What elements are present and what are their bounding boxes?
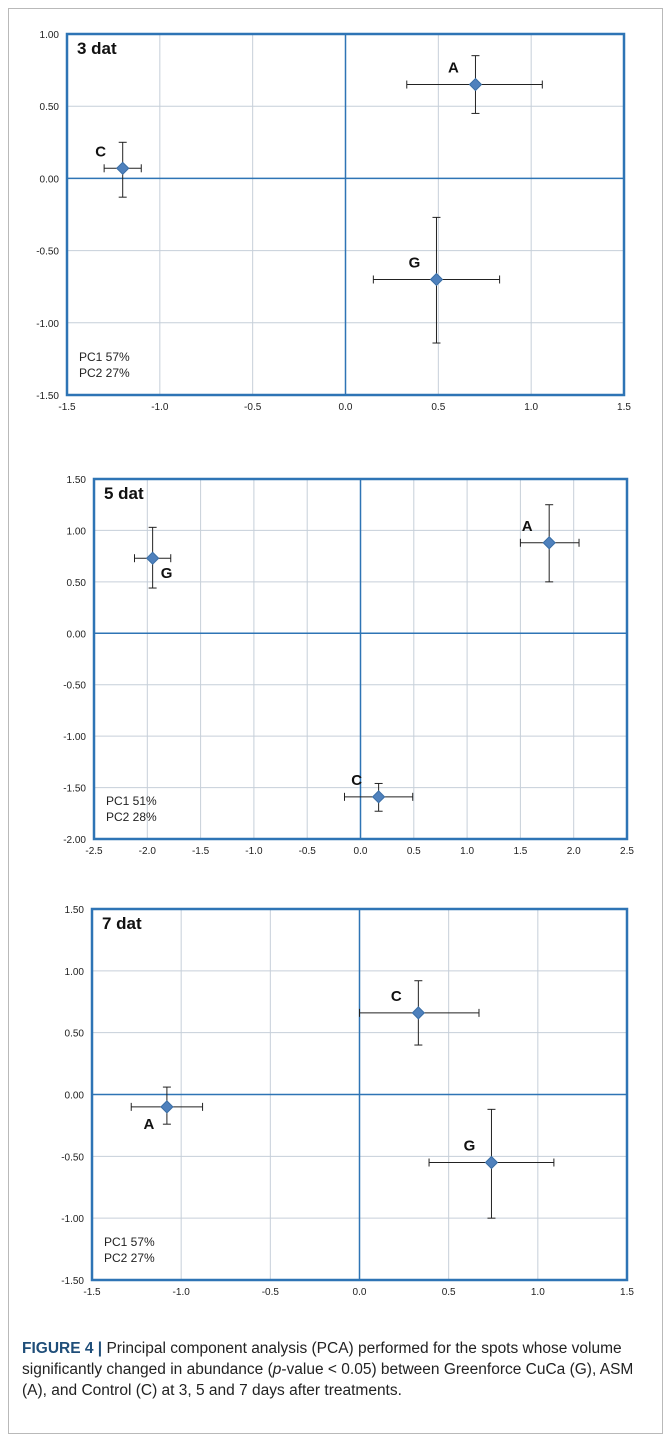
x-tick-label: 2.5 <box>620 846 634 857</box>
data-point-a <box>542 536 556 550</box>
x-tick-label: 0.5 <box>407 846 421 857</box>
x-tick-label: -1.0 <box>173 1287 191 1298</box>
data-point-g <box>145 551 160 565</box>
y-tick-label: 0.50 <box>65 1029 85 1040</box>
caption-italic: p <box>272 1361 282 1378</box>
y-tick-label: 0.50 <box>40 102 60 113</box>
point-label: C <box>351 772 362 789</box>
data-point-c <box>371 790 386 804</box>
x-tick-label: 1.5 <box>620 1287 634 1298</box>
plot-frame <box>90 907 629 1282</box>
point-label: A <box>448 60 459 77</box>
y-tick-label: 0.00 <box>65 1091 85 1102</box>
pc-variance-label: PC2 27% <box>104 1251 155 1265</box>
x-tick-label: -1.5 <box>58 402 76 413</box>
y-tick-label: -0.50 <box>63 681 86 692</box>
x-tick-label: -1.5 <box>192 846 210 857</box>
y-tick-label: -1.50 <box>36 391 59 402</box>
y-tick-label: 1.00 <box>65 967 85 978</box>
y-tick-label: 0.50 <box>67 578 87 589</box>
pca-plot-3dat: -1.5 -1.0 -0.5 0.0 0.5 1.0 1.5 1.00 0.50 0.00 -0.5… <box>36 30 631 413</box>
y-tick-label: 0.00 <box>40 174 60 185</box>
caption-text-1: Principal component analysis (PCA) perfo… <box>22 1340 622 1378</box>
x-tick-label: 1.0 <box>531 1287 545 1298</box>
y-tick-label: 1.00 <box>67 526 87 537</box>
x-tick-label: 0.0 <box>339 402 353 413</box>
y-tick-label: -1.50 <box>63 784 86 795</box>
plot-title: 5 dat <box>104 484 144 503</box>
point-label: G <box>161 565 173 582</box>
y-tick-label: -0.50 <box>36 247 59 258</box>
x-tick-label: 0.5 <box>442 1287 456 1298</box>
pc-variance-label: PC2 27% <box>79 366 130 380</box>
plot-frame <box>65 32 626 397</box>
x-tick-label: 2.0 <box>567 846 581 857</box>
data-point-g <box>429 272 444 287</box>
data-point-g <box>484 1155 499 1170</box>
y-tick-label: -1.00 <box>36 319 59 330</box>
data-point-c <box>411 1006 426 1020</box>
x-tick-label: -0.5 <box>244 402 262 413</box>
plot-title: 7 dat <box>102 914 142 933</box>
figure-caption: FIGURE 4 | Principal component analysis … <box>22 1338 652 1401</box>
y-tick-label: 1.50 <box>65 905 85 916</box>
x-tick-label: -1.5 <box>83 1287 101 1298</box>
pc-variance-label: PC1 51% <box>106 794 157 808</box>
point-label: C <box>95 143 106 160</box>
y-tick-label: -1.00 <box>63 732 86 743</box>
point-label: A <box>143 1116 154 1133</box>
x-tick-label: -2.0 <box>139 846 157 857</box>
x-tick-label: -1.0 <box>245 846 263 857</box>
data-point-c <box>115 161 130 175</box>
figure-frame: -1.5 -1.0 -0.5 0.0 0.5 1.0 1.5 1.00 0.50 0.00 -0.5… <box>8 8 663 1434</box>
caption-label: FIGURE 4 | <box>22 1340 103 1357</box>
caption-text-2: -value < 0.05) between Greenforce CuCa (… <box>22 1361 634 1399</box>
x-tick-label: 1.0 <box>524 402 538 413</box>
y-tick-label: -2.00 <box>63 835 86 846</box>
y-tick-label: -1.00 <box>61 1214 84 1225</box>
x-tick-label: 1.5 <box>617 402 631 413</box>
y-tick-label: 1.50 <box>67 475 87 486</box>
point-label: G <box>409 254 421 271</box>
x-tick-label: 0.0 <box>354 846 368 857</box>
point-label: G <box>464 1138 476 1155</box>
point-label: C <box>391 988 402 1005</box>
x-tick-label: 0.5 <box>431 402 445 413</box>
plot-title: 3 dat <box>77 39 117 58</box>
pca-plot-7dat: -1.5 -1.0 -0.5 0.0 0.5 1.0 1.5 1.50 1.00 0.50 0.00… <box>61 905 634 1298</box>
x-tick-label: -0.5 <box>262 1287 280 1298</box>
point-label: A <box>522 518 533 535</box>
pc-variance-label: PC1 57% <box>79 350 130 364</box>
x-tick-label: 1.5 <box>513 846 527 857</box>
data-point-a <box>160 1100 174 1114</box>
x-tick-label: 0.0 <box>353 1287 367 1298</box>
x-tick-label: -0.5 <box>299 846 317 857</box>
y-tick-label: 1.00 <box>40 30 60 41</box>
y-tick-label: 0.00 <box>67 629 87 640</box>
pc-variance-label: PC2 28% <box>106 810 157 824</box>
y-tick-label: -0.50 <box>61 1152 84 1163</box>
pc-variance-label: PC1 57% <box>104 1235 155 1249</box>
plot-frame <box>92 477 629 841</box>
x-tick-label: -1.0 <box>151 402 169 413</box>
y-tick-label: -1.50 <box>61 1276 84 1287</box>
x-tick-label: -2.5 <box>85 846 103 857</box>
x-tick-label: 1.0 <box>460 846 474 857</box>
data-point-a <box>468 77 483 92</box>
pca-plot-5dat: -2.5 -2.0 -1.5 -1.0 -0.5 0.0 0.5 1.0 1.5 2.0 2.5 1.… <box>63 475 634 857</box>
